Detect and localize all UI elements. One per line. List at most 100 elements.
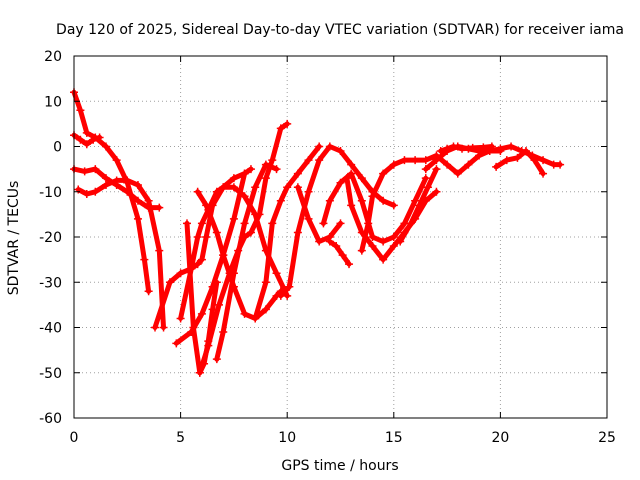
- x-axis-label: GPS time / hours: [281, 458, 398, 474]
- data-point-marker: [283, 183, 292, 192]
- data-point-marker: [332, 242, 341, 251]
- series-trace: [252, 144, 322, 321]
- data-point-marker: [443, 144, 452, 153]
- data-point-marker: [219, 251, 228, 260]
- data-point-marker: [112, 156, 121, 165]
- data-point-marker: [357, 246, 366, 255]
- data-point-marker: [144, 196, 153, 205]
- data-point-marker: [140, 255, 149, 264]
- data-point-marker: [219, 183, 228, 192]
- data-series: [70, 88, 565, 377]
- series-arc-16: [342, 174, 441, 264]
- data-point-marker: [261, 305, 270, 314]
- data-point-marker: [521, 147, 530, 156]
- data-point-marker: [319, 219, 328, 228]
- data-point-marker: [276, 291, 285, 300]
- x-tick-label: 20: [491, 430, 509, 446]
- data-point-marker: [76, 135, 85, 144]
- data-point-marker: [95, 133, 104, 142]
- y-tick-label: 10: [44, 94, 62, 110]
- series-arc-19: [396, 165, 441, 246]
- data-point-marker: [336, 147, 345, 156]
- data-point-marker: [347, 201, 356, 210]
- data-point-marker: [212, 228, 221, 237]
- series-arc-18: [357, 147, 505, 255]
- series-arc-12: [251, 142, 324, 323]
- data-point-marker: [342, 174, 351, 183]
- data-point-marker: [285, 282, 294, 291]
- y-tick-label: 0: [53, 140, 62, 156]
- data-point-marker: [436, 147, 445, 156]
- data-point-marker: [315, 237, 324, 246]
- data-point-marker: [212, 278, 221, 287]
- data-point-marker: [357, 174, 366, 183]
- data-point-marker: [197, 255, 206, 264]
- data-point-marker: [432, 156, 441, 165]
- data-point-marker: [82, 140, 91, 149]
- data-point-marker: [182, 219, 191, 228]
- data-point-marker: [325, 196, 334, 205]
- series-trace: [197, 121, 290, 376]
- data-point-marker: [338, 251, 347, 260]
- data-point-marker: [89, 135, 98, 144]
- data-point-marker: [101, 142, 110, 151]
- data-point-marker: [304, 187, 313, 196]
- data-point-marker: [479, 143, 488, 152]
- data-point-marker: [347, 169, 356, 178]
- data-point-marker: [133, 196, 142, 205]
- data-point-marker: [347, 160, 356, 169]
- data-point-marker: [283, 119, 292, 128]
- data-point-marker: [502, 156, 511, 165]
- data-point-marker: [421, 165, 430, 174]
- data-point-marker: [325, 237, 334, 246]
- data-point-marker: [315, 142, 324, 151]
- data-point-marker: [293, 169, 302, 178]
- data-point-marker: [468, 143, 477, 152]
- data-point-marker: [229, 214, 238, 223]
- data-point-marker: [101, 180, 110, 189]
- y-axis-label: SDTVAR / TECUs: [6, 181, 22, 296]
- data-point-marker: [530, 156, 539, 165]
- data-point-marker: [272, 269, 281, 278]
- data-point-marker: [133, 180, 142, 189]
- data-point-marker: [80, 167, 89, 176]
- series-arc-14: [293, 183, 345, 246]
- data-point-marker: [487, 142, 496, 151]
- data-point-marker: [406, 219, 415, 228]
- data-point-marker: [202, 201, 211, 210]
- data-point-marker: [229, 269, 238, 278]
- data-point-marker: [400, 156, 409, 165]
- data-point-marker: [411, 196, 420, 205]
- y-tick-label: -10: [39, 185, 62, 201]
- data-point-marker: [165, 278, 174, 287]
- data-point-marker: [255, 210, 264, 219]
- y-tick-label: 20: [44, 49, 62, 65]
- data-point-marker: [251, 314, 260, 323]
- data-point-marker: [133, 214, 142, 223]
- data-point-marker: [151, 323, 160, 332]
- series-arc-17: [325, 237, 354, 269]
- data-point-marker: [268, 219, 277, 228]
- data-point-marker: [268, 156, 277, 165]
- data-point-marker: [202, 233, 211, 241]
- data-point-marker: [197, 219, 206, 228]
- data-point-marker: [464, 160, 473, 169]
- data-point-marker: [368, 233, 377, 241]
- data-point-marker: [261, 160, 270, 169]
- data-point-marker: [421, 156, 430, 165]
- data-point-marker: [432, 165, 441, 174]
- data-point-marker: [229, 183, 238, 192]
- data-point-marker: [172, 339, 181, 348]
- data-point-marker: [539, 156, 548, 165]
- data-point-marker: [507, 142, 516, 151]
- data-point-marker: [229, 174, 238, 183]
- data-point-marker: [189, 323, 198, 332]
- data-point-marker: [101, 174, 110, 183]
- data-point-marker: [368, 242, 377, 251]
- data-point-marker: [155, 246, 164, 255]
- data-point-marker: [112, 176, 121, 185]
- data-point-marker: [176, 314, 185, 323]
- data-point-marker: [379, 255, 388, 264]
- data-point-marker: [449, 142, 458, 151]
